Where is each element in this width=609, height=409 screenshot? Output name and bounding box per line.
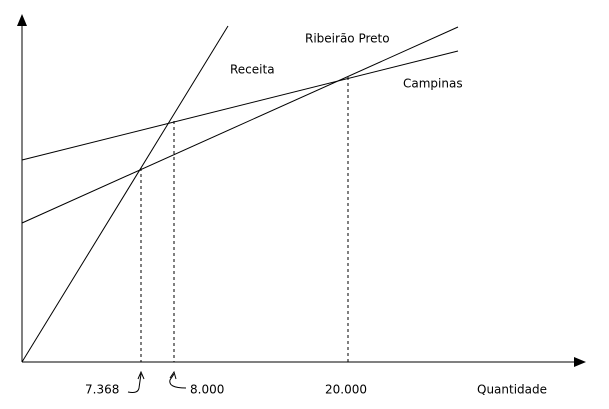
line-label: Ribeirão Preto [305, 32, 390, 46]
campinas-line [21, 50, 459, 161]
x-label: 7.368 [85, 383, 119, 397]
pointer-head [169, 370, 177, 380]
x-title: Quantidade [477, 383, 547, 397]
pointer-head [137, 370, 145, 380]
y-axis-arrow [17, 14, 27, 26]
x-label: 20.000 [325, 383, 367, 397]
pointer [127, 373, 142, 393]
ribeirao-preto-line [21, 26, 459, 224]
receita-line [21, 25, 229, 363]
x-label: 8.000 [190, 383, 224, 397]
line-label: Campinas [403, 77, 463, 91]
line-label: Receita [230, 63, 275, 77]
x-axis-arrow [574, 357, 586, 367]
pointer [169, 373, 187, 389]
